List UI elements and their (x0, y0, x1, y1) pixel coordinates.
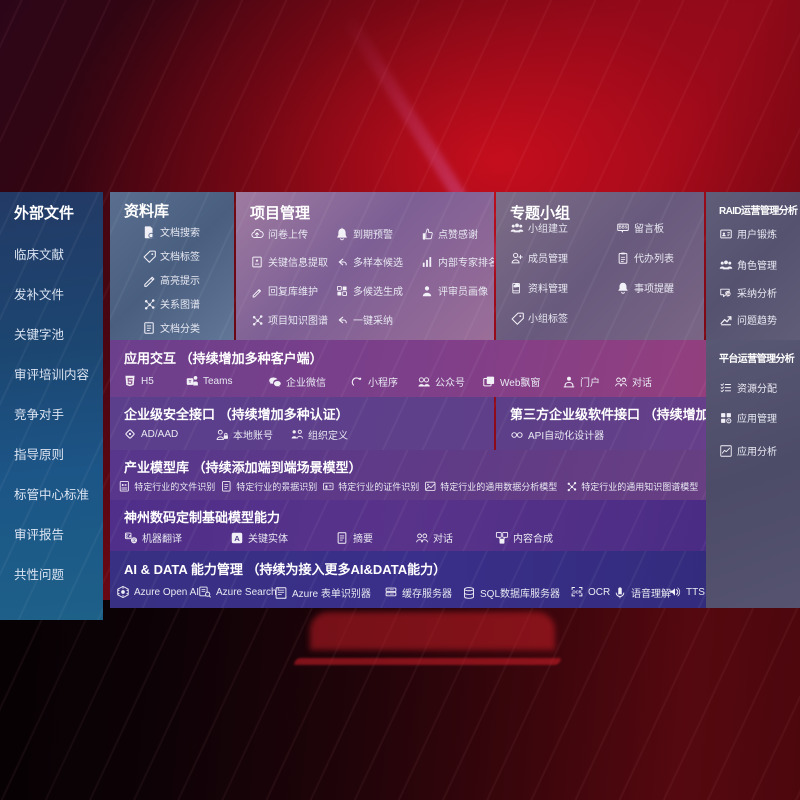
svg-text:文A: 文A (124, 533, 132, 538)
svg-text:OCR: OCR (572, 589, 581, 594)
svg-text:A: A (234, 533, 240, 542)
svg-text:BBS: BBS (619, 224, 628, 229)
svg-text:QA: QA (725, 292, 731, 296)
svg-text:汉: 汉 (132, 537, 136, 542)
svg-text:T: T (189, 379, 192, 384)
